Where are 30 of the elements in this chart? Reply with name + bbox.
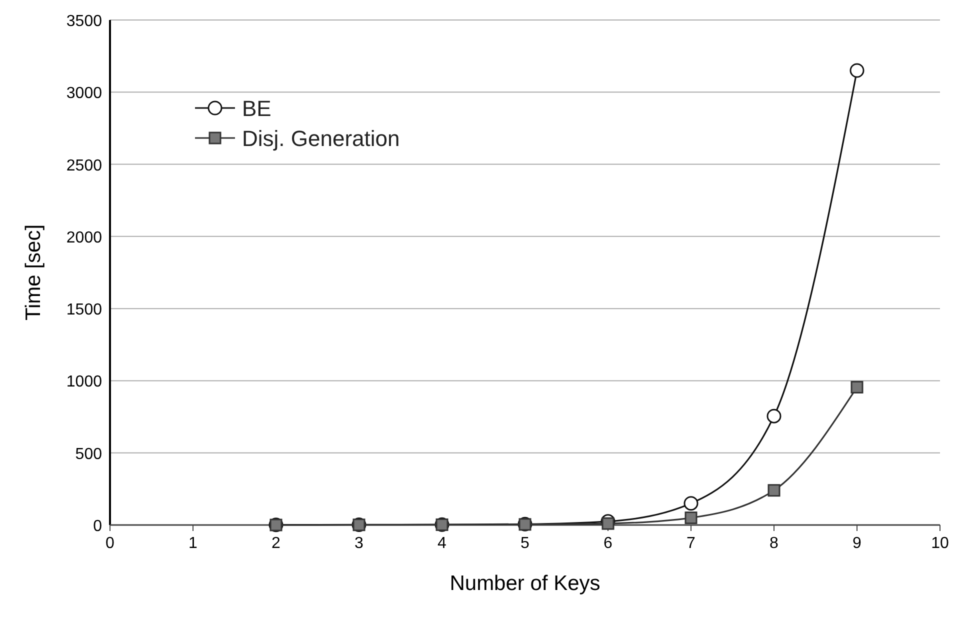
point <box>766 408 782 424</box>
x-tick-label: 4 <box>438 535 447 552</box>
x-tick-label: 1 <box>188 535 198 552</box>
point <box>684 496 698 511</box>
point <box>850 380 864 394</box>
y-axis-title: Time [sec] <box>22 224 45 321</box>
x-tick-label: 0 <box>106 535 115 552</box>
x-tick-label: 9 <box>852 535 862 552</box>
point <box>684 512 698 524</box>
x-tick-label: 7 <box>686 535 696 552</box>
x-tick-label: 8 <box>770 535 779 552</box>
y-tick-label: 2000 <box>66 229 102 246</box>
y-tick-label: 500 <box>75 446 102 463</box>
x-axis-title: Number of Keys <box>450 572 600 595</box>
x-tick-label: 6 <box>604 535 613 552</box>
legend-label: BE <box>242 96 272 121</box>
x-tick-label: 3 <box>354 535 364 552</box>
y-tick-label: 3000 <box>66 85 102 102</box>
point <box>768 484 780 497</box>
y-tick-label: 1500 <box>66 302 102 319</box>
x-tick-label: 2 <box>272 535 281 552</box>
y-tick-label: 1000 <box>66 374 102 391</box>
x-tick-label: 10 <box>931 535 949 552</box>
x-tick-label: 5 <box>520 535 530 552</box>
legend-label: Disj. Generation <box>242 126 400 151</box>
point <box>602 517 614 530</box>
y-tick-label: 2500 <box>66 157 102 174</box>
y-tick-label: 3500 <box>66 13 102 30</box>
point <box>850 63 864 78</box>
y-tick-label: 0 <box>93 518 102 535</box>
